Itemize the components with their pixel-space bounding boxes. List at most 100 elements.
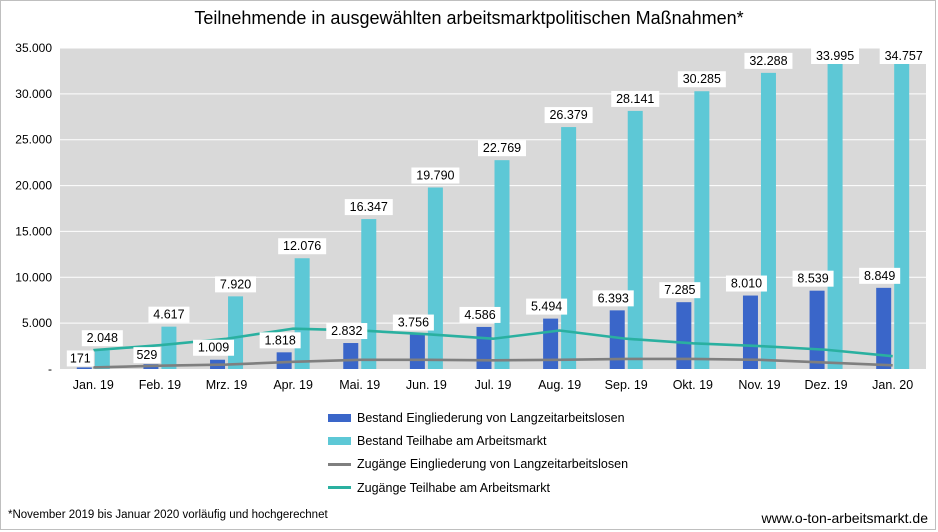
data-label-bestand-eingliederung: 2.832: [331, 324, 362, 338]
bar-bestand-eingliederung: [543, 318, 559, 369]
y-tick-label: 25.000: [15, 133, 52, 147]
data-label-bestand-teilhabe-bg: [81, 330, 123, 347]
data-label-bestand-eingliederung-bg: [66, 350, 94, 367]
bar-bestand-eingliederung: [476, 326, 492, 369]
data-label-bestand-eingliederung: 7.285: [664, 283, 695, 297]
data-label-bestand-teilhabe-bg: [344, 199, 393, 216]
data-label-bestand-eingliederung: 8.010: [731, 277, 762, 291]
bar-bestand-eingliederung: [409, 334, 425, 369]
data-label-bestand-eingliederung-bg: [859, 267, 901, 284]
legend-swatch: [328, 462, 351, 466]
bar-bestand-teilhabe: [294, 258, 310, 369]
data-label-bestand-teilhabe-bg: [411, 167, 460, 184]
bar-bestand-eingliederung: [676, 302, 692, 369]
x-tick-label: Sep. 19: [605, 378, 648, 392]
data-label-bestand-eingliederung: 3.756: [398, 316, 429, 330]
data-label-bestand-teilhabe: 30.285: [683, 72, 721, 86]
data-label-bestand-eingliederung-bg: [792, 270, 834, 287]
data-label-bestand-teilhabe-bg: [811, 48, 860, 64]
data-label-bestand-teilhabe-bg: [879, 48, 928, 64]
data-label-bestand-teilhabe-bg: [544, 107, 593, 124]
footnote: *November 2019 bis Januar 2020 vorläufig…: [8, 509, 328, 521]
bar-bestand-teilhabe: [427, 187, 443, 369]
bar-bestand-teilhabe: [94, 350, 110, 369]
data-label-bestand-teilhabe-bg: [215, 276, 257, 293]
data-label-bestand-teilhabe-bg: [611, 90, 660, 107]
data-label-bestand-teilhabe: 32.288: [749, 54, 787, 68]
data-label-bestand-teilhabe-bg: [278, 238, 327, 255]
x-tick-label: Mai. 19: [339, 378, 380, 392]
data-label-bestand-teilhabe: 22.769: [483, 141, 521, 155]
bar-bestand-eingliederung: [876, 287, 892, 369]
legend-label: Bestand Teilhabe am Arbeitsmarkt: [357, 433, 547, 448]
bar-bestand-teilhabe: [827, 57, 843, 369]
data-label-bestand-teilhabe: 16.347: [350, 200, 388, 214]
bar-bestand-eingliederung: [809, 290, 825, 369]
data-label-bestand-eingliederung-bg: [526, 298, 568, 315]
chart-legend: Bestand Eingliederung von Langzeitarbeit…: [328, 406, 628, 499]
bar-bestand-teilhabe: [894, 50, 910, 369]
x-tick-label: Jan. 20: [872, 378, 913, 392]
data-label-bestand-eingliederung-bg: [659, 282, 701, 299]
data-label-bestand-teilhabe: 28.141: [616, 92, 654, 106]
legend-swatch: [328, 436, 351, 445]
y-tick-label: 35.000: [15, 41, 52, 55]
data-label-bestand-eingliederung: 8.849: [864, 269, 895, 283]
data-label-bestand-eingliederung-bg: [326, 323, 368, 340]
bar-bestand-eingliederung: [276, 352, 292, 369]
legend-label: Zugänge Teilhabe am Arbeitsmarkt: [357, 480, 550, 495]
data-label-bestand-eingliederung: 6.393: [598, 291, 629, 305]
data-label-bestand-teilhabe: 4.617: [153, 308, 184, 322]
data-label-bestand-eingliederung: 5.494: [531, 300, 562, 314]
data-label-bestand-teilhabe-bg: [744, 52, 793, 69]
y-tick-label: 5.000: [22, 316, 52, 330]
y-tick-label: 30.000: [15, 87, 52, 101]
bar-bestand-eingliederung: [76, 367, 92, 369]
data-label-bestand-eingliederung-bg: [459, 306, 501, 323]
data-label-bestand-eingliederung: 1.818: [265, 333, 296, 347]
data-label-bestand-teilhabe-bg: [478, 140, 526, 157]
bar-bestand-teilhabe: [361, 219, 377, 369]
data-label-bestand-teilhabe-bg: [148, 306, 190, 323]
x-tick-label: Feb. 19: [139, 378, 181, 392]
bar-bestand-teilhabe: [228, 296, 244, 369]
legend-item-bestand-eingliederung: Bestand Eingliederung von Langzeitarbeit…: [328, 406, 628, 429]
x-tick-label: Jun. 19: [406, 378, 447, 392]
data-label-bestand-eingliederung-bg: [592, 290, 634, 307]
data-label-bestand-teilhabe: 33.995: [816, 49, 854, 63]
data-label-bestand-eingliederung-bg: [193, 339, 235, 356]
line-zugaenge-teilhabe: [93, 327, 893, 358]
chart-title: Teilnehmende in ausgewählten arbeitsmark…: [194, 8, 744, 28]
bar-bestand-eingliederung: [343, 343, 359, 369]
data-label-bestand-eingliederung-bg: [133, 347, 161, 364]
data-label-bestand-eingliederung: 8.539: [797, 272, 828, 286]
data-label-bestand-eingliederung-bg: [725, 275, 767, 292]
data-label-bestand-eingliederung: 171: [70, 351, 91, 365]
data-label-bestand-eingliederung-bg: [392, 314, 434, 331]
bar-bestand-eingliederung: [742, 295, 758, 369]
data-label-bestand-teilhabe: 12.076: [283, 239, 321, 253]
legend-swatch: [328, 486, 351, 490]
data-label-bestand-teilhabe: 7.920: [220, 277, 251, 291]
data-label-bestand-teilhabe: 26.379: [549, 108, 587, 122]
legend-item-bestand-teilhabe: Bestand Teilhabe am Arbeitsmarkt: [328, 429, 628, 452]
data-label-bestand-eingliederung: 4.586: [464, 308, 495, 322]
data-label-bestand-teilhabe: 2.048: [87, 331, 118, 345]
x-tick-label: Dez. 19: [805, 378, 848, 392]
x-tick-label: Mrz. 19: [206, 378, 248, 392]
legend-item-zugaenge-teilhabe: Zugänge Teilhabe am Arbeitsmarkt: [328, 476, 628, 499]
source-credit: www.o-ton-arbeitsmarkt.de: [761, 510, 928, 526]
legend-item-zugaenge-eingliederung: Zugänge Eingliederung von Langzeitarbeit…: [328, 453, 628, 476]
x-tick-label: Aug. 19: [538, 378, 581, 392]
line-zugaenge-eingliederung: [93, 357, 893, 369]
data-label-bestand-teilhabe: 34.757: [885, 49, 923, 63]
data-label-bestand-teilhabe-bg: [677, 71, 726, 88]
data-label-bestand-eingliederung: 529: [136, 348, 157, 362]
data-label-bestand-eingliederung: 1.009: [198, 341, 229, 355]
bar-bestand-teilhabe: [694, 91, 710, 369]
y-tick-label: 20.000: [15, 179, 52, 193]
x-tick-label: Apr. 19: [273, 378, 313, 392]
bar-bestand-teilhabe: [161, 326, 177, 369]
data-label-bestand-teilhabe: 19.790: [416, 168, 454, 182]
